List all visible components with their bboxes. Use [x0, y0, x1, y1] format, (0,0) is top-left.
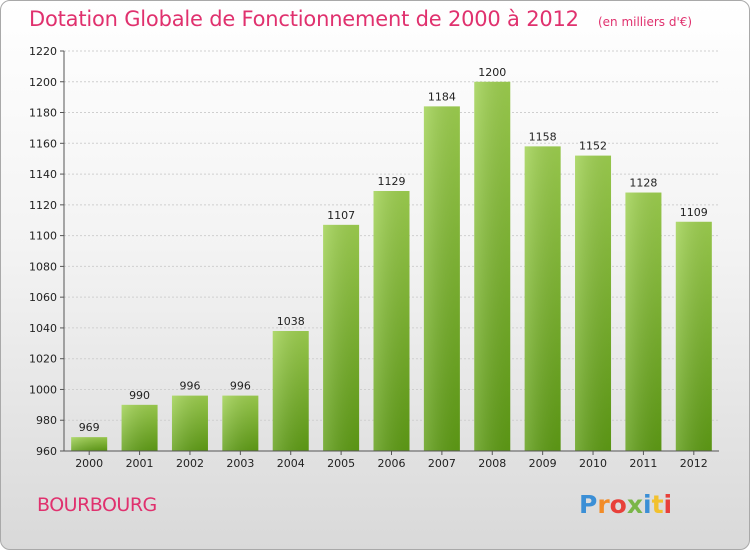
y-tick-label: 1000 — [29, 383, 57, 396]
logo-letter: x — [626, 490, 643, 519]
bar-shade — [272, 331, 309, 451]
y-tick-label: 1040 — [29, 322, 57, 335]
bar-shade — [71, 437, 108, 451]
x-tick-label: 2009 — [529, 457, 557, 470]
bar-value-label: 1109 — [680, 206, 708, 219]
y-tick-label: 1060 — [29, 291, 57, 304]
bar-shade — [675, 221, 712, 451]
bar-shade — [524, 146, 561, 451]
bar-value-label: 1038 — [277, 315, 305, 328]
x-tick-label: 2004 — [277, 457, 305, 470]
x-tick-label: 2001 — [126, 457, 154, 470]
x-tick-label: 2000 — [75, 457, 103, 470]
logo-letter: i — [663, 490, 673, 519]
y-tick-label: 960 — [36, 445, 57, 458]
chart-subtitle: (en milliers d'€) — [597, 15, 693, 29]
x-tick-label: 2003 — [226, 457, 254, 470]
bar-value-label: 969 — [79, 421, 100, 434]
bar-shade — [373, 191, 410, 451]
proxiti-logo: Proxiti — [579, 490, 672, 519]
bar-value-label: 1184 — [428, 90, 456, 103]
bar-value-label: 1128 — [629, 177, 657, 190]
y-tick-label: 1080 — [29, 260, 57, 273]
y-tick-label: 1140 — [29, 168, 57, 181]
bar-shade — [121, 404, 158, 451]
y-tick-label: 1020 — [29, 353, 57, 366]
bar-shade — [474, 81, 511, 452]
bar-shade — [323, 224, 360, 451]
bar-shade — [222, 395, 259, 451]
bar-shade — [423, 106, 460, 451]
bar-shade — [171, 395, 208, 451]
y-tick-label: 1200 — [29, 76, 57, 89]
logo-letter: o — [609, 490, 627, 519]
x-tick-label: 2006 — [378, 457, 406, 470]
x-tick-label: 2002 — [176, 457, 204, 470]
y-tick-label: 1120 — [29, 199, 57, 212]
x-tick-label: 2010 — [579, 457, 607, 470]
bar-value-label: 996 — [179, 380, 200, 393]
title-row: Dotation Globale de Fonctionnement de 20… — [29, 7, 692, 31]
x-tick-label: 2008 — [478, 457, 506, 470]
bar-value-label: 1152 — [579, 140, 607, 153]
logo-letter: t — [651, 490, 664, 519]
bar-value-label: 1129 — [378, 175, 406, 188]
x-tick-label: 2011 — [629, 457, 657, 470]
bar-shade — [625, 192, 662, 452]
x-tick-label: 2007 — [428, 457, 456, 470]
bars-layer: 969 990 996 996 1038 1107 1129 1184 1200 1158 1152… — [71, 66, 712, 452]
x-tick-label: 2005 — [327, 457, 355, 470]
logo-letter: r — [597, 490, 610, 519]
commune-name: BOURBOURG — [37, 494, 157, 516]
logo-letter: i — [643, 490, 652, 519]
bar-value-label: 1107 — [327, 209, 355, 222]
bar-value-label: 990 — [129, 389, 150, 402]
y-tick-label: 980 — [36, 414, 57, 427]
bar-shade — [575, 155, 612, 451]
y-tick-label: 1160 — [29, 137, 57, 150]
bar-value-label: 1158 — [529, 130, 557, 143]
axis-layer: 960 980 1000 1020 1040 1060 1080 1100 1120 1140 11… — [29, 45, 719, 470]
logo-letter: P — [579, 490, 598, 519]
bar-value-label: 1200 — [478, 66, 506, 79]
y-tick-label: 1100 — [29, 230, 57, 243]
y-tick-label: 1220 — [29, 45, 57, 58]
chart-title: Dotation Globale de Fonctionnement de 20… — [29, 7, 579, 31]
y-tick-label: 1180 — [29, 107, 57, 120]
bar-value-label: 996 — [230, 380, 251, 393]
x-tick-label: 2012 — [680, 457, 708, 470]
